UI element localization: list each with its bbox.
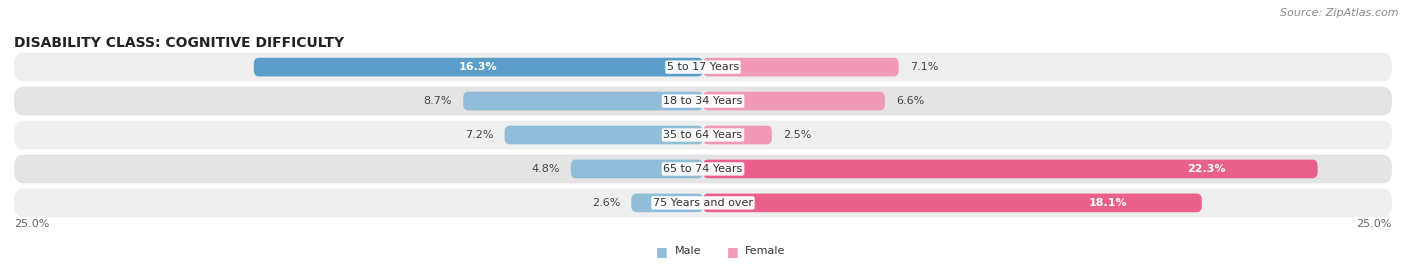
Text: 6.6%: 6.6%	[896, 96, 924, 106]
Text: 8.7%: 8.7%	[423, 96, 453, 106]
FancyBboxPatch shape	[703, 160, 1317, 178]
FancyBboxPatch shape	[703, 126, 772, 144]
Text: 4.8%: 4.8%	[531, 164, 560, 174]
Text: ■: ■	[657, 245, 668, 258]
Text: Female: Female	[745, 246, 786, 256]
FancyBboxPatch shape	[254, 58, 703, 76]
FancyBboxPatch shape	[703, 58, 898, 76]
FancyBboxPatch shape	[703, 194, 1202, 212]
Text: 5 to 17 Years: 5 to 17 Years	[666, 62, 740, 72]
Text: 25.0%: 25.0%	[1357, 219, 1392, 229]
Text: DISABILITY CLASS: COGNITIVE DIFFICULTY: DISABILITY CLASS: COGNITIVE DIFFICULTY	[14, 36, 344, 50]
Text: Male: Male	[675, 246, 702, 256]
FancyBboxPatch shape	[631, 194, 703, 212]
Text: 18.1%: 18.1%	[1088, 198, 1128, 208]
FancyBboxPatch shape	[14, 53, 1392, 82]
Text: 16.3%: 16.3%	[460, 62, 498, 72]
Text: 25.0%: 25.0%	[14, 219, 49, 229]
Text: 22.3%: 22.3%	[1187, 164, 1226, 174]
Text: 75 Years and over: 75 Years and over	[652, 198, 754, 208]
Text: ■: ■	[727, 245, 738, 258]
Text: 18 to 34 Years: 18 to 34 Years	[664, 96, 742, 106]
Text: 2.5%: 2.5%	[783, 130, 811, 140]
FancyBboxPatch shape	[571, 160, 703, 178]
Text: 7.2%: 7.2%	[465, 130, 494, 140]
FancyBboxPatch shape	[14, 87, 1392, 116]
FancyBboxPatch shape	[463, 92, 703, 110]
FancyBboxPatch shape	[14, 188, 1392, 217]
Text: 7.1%: 7.1%	[910, 62, 938, 72]
FancyBboxPatch shape	[14, 121, 1392, 149]
FancyBboxPatch shape	[14, 154, 1392, 183]
Text: 2.6%: 2.6%	[592, 198, 620, 208]
FancyBboxPatch shape	[703, 92, 884, 110]
Text: 35 to 64 Years: 35 to 64 Years	[664, 130, 742, 140]
FancyBboxPatch shape	[505, 126, 703, 144]
Text: Source: ZipAtlas.com: Source: ZipAtlas.com	[1281, 8, 1399, 18]
Text: 65 to 74 Years: 65 to 74 Years	[664, 164, 742, 174]
